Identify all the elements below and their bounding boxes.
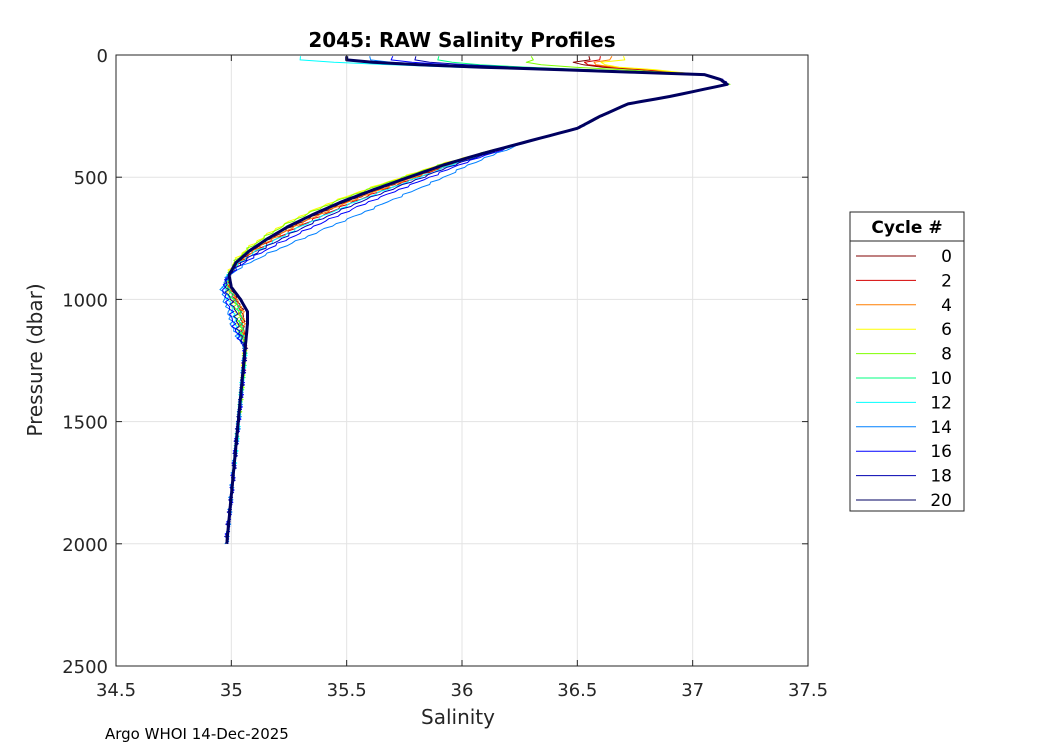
x-tick-label: 34.5 bbox=[96, 680, 136, 701]
profile-lines bbox=[219, 55, 731, 545]
chart-title: 2045: RAW Salinity Profiles bbox=[308, 28, 615, 52]
x-tick-label: 35.5 bbox=[327, 680, 367, 701]
x-tick-label: 37.5 bbox=[788, 680, 828, 701]
legend-label-12: 12 bbox=[930, 393, 952, 413]
x-axis-ticks: 34.5 35 35.5 36 36.5 37 37.5 bbox=[96, 55, 828, 701]
legend-label-4: 4 bbox=[941, 296, 952, 316]
legend-items: 0 2 4 6 8 10 12 14 16 18 20 bbox=[856, 247, 952, 511]
legend-box bbox=[849, 211, 965, 512]
x-tick-label: 37 bbox=[681, 680, 704, 701]
grid-lines bbox=[116, 55, 808, 666]
y-tick-label: 500 bbox=[74, 168, 108, 189]
x-tick-label: 35 bbox=[220, 680, 243, 701]
legend-label-18: 18 bbox=[930, 467, 952, 487]
legend-label-14: 14 bbox=[930, 418, 952, 438]
y-axis-ticks: 0 500 1000 1500 2000 2500 bbox=[62, 46, 808, 678]
legend-title: Cycle # bbox=[871, 218, 942, 238]
profile-line-cycle-20 bbox=[225, 56, 729, 544]
x-axis-label: Salinity bbox=[421, 705, 495, 729]
legend-label-16: 16 bbox=[930, 442, 952, 462]
y-tick-label: 2000 bbox=[62, 535, 108, 556]
x-tick-label: 36 bbox=[451, 680, 474, 701]
y-tick-label: 0 bbox=[97, 46, 108, 67]
legend-label-20: 20 bbox=[930, 491, 952, 511]
legend-label-2: 2 bbox=[941, 271, 952, 291]
legend: Cycle # 0 2 4 6 8 10 12 14 16 18 20 bbox=[849, 211, 965, 512]
legend-label-10: 10 bbox=[930, 369, 952, 389]
y-axis-label: Pressure (dbar) bbox=[23, 283, 47, 436]
legend-label-0: 0 bbox=[941, 247, 952, 267]
x-tick-label: 36.5 bbox=[557, 680, 597, 701]
footer-credit: Argo WHOI 14-Dec-2025 bbox=[105, 725, 289, 743]
y-tick-label: 1500 bbox=[62, 413, 108, 434]
legend-label-8: 8 bbox=[941, 345, 952, 365]
legend-label-6: 6 bbox=[941, 320, 952, 340]
y-tick-label: 2500 bbox=[62, 657, 108, 678]
y-tick-label: 1000 bbox=[62, 290, 108, 311]
